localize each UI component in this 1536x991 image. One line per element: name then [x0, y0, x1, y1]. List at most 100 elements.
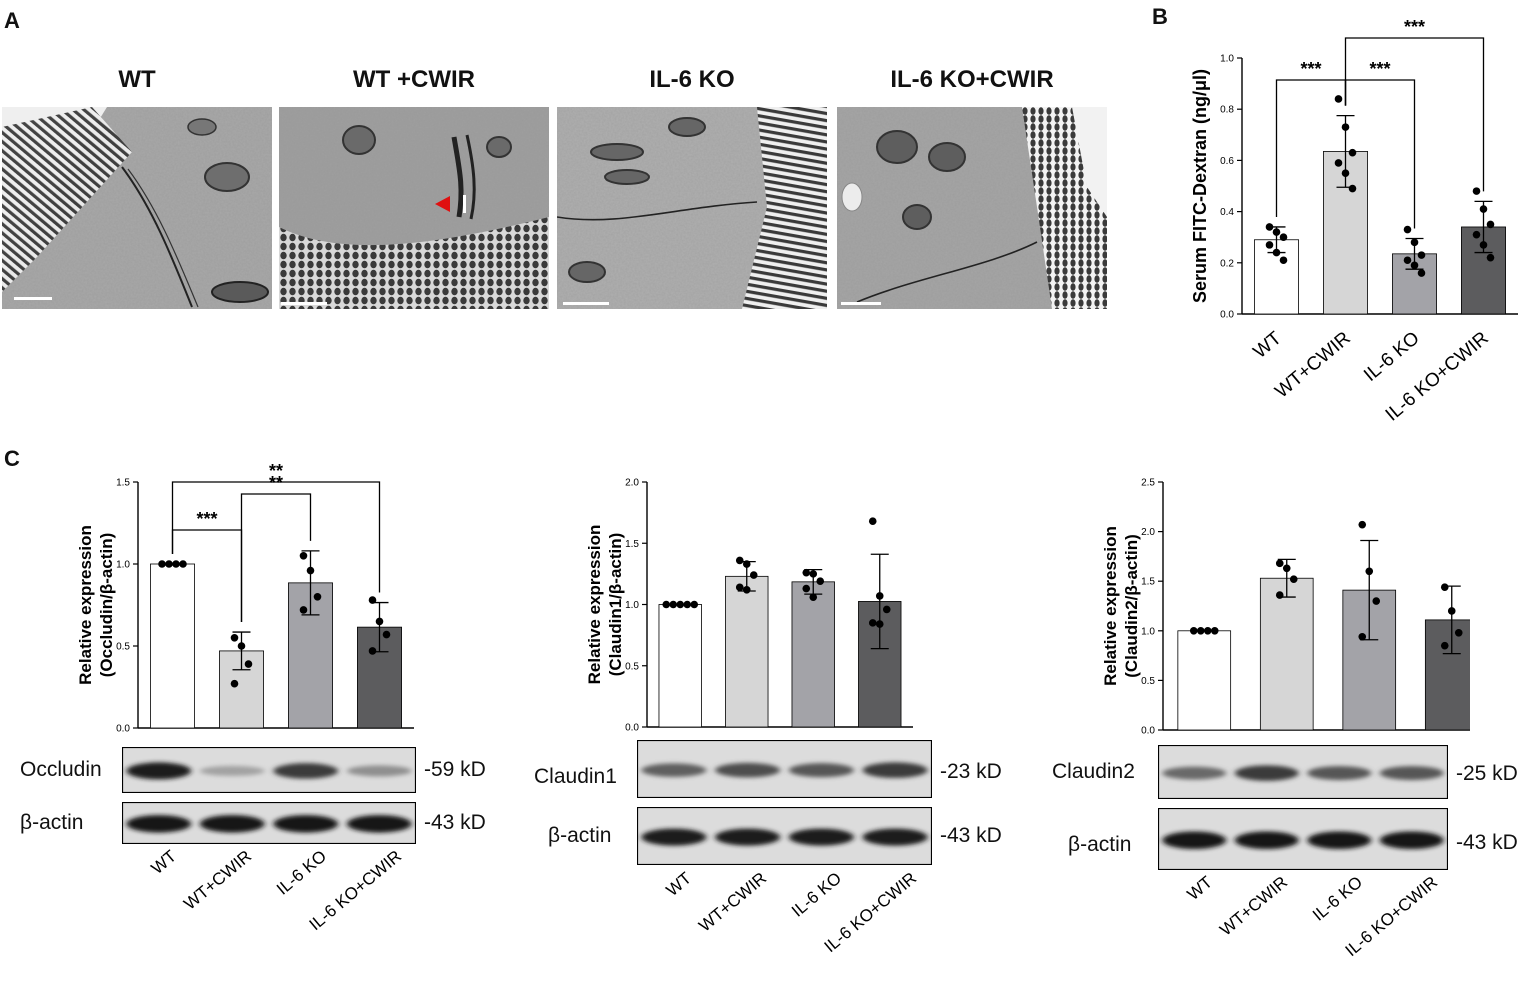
data-point — [230, 679, 239, 688]
y-tick-label: 0.6 — [1220, 156, 1234, 167]
data-point — [1403, 256, 1412, 265]
y-tick-label: 1.0 — [1141, 626, 1155, 637]
data-point — [735, 556, 744, 565]
x-tick-label: WT — [1250, 327, 1286, 362]
y-tick-label: 1.5 — [1141, 577, 1155, 588]
data-point — [1417, 269, 1426, 277]
bar — [725, 575, 769, 728]
y-tick-label: 2.0 — [625, 478, 639, 489]
data-point — [1196, 627, 1205, 635]
data-point — [244, 660, 253, 668]
x-tick-label: WT+CWIR — [1216, 873, 1291, 940]
data-point — [1365, 567, 1374, 576]
data-point — [165, 560, 173, 568]
y-tick-label: 0.8 — [1220, 105, 1234, 116]
data-point — [1410, 261, 1419, 270]
y-tick-label: 0.0 — [1220, 310, 1234, 321]
data-point — [875, 620, 884, 628]
blot-kd-beta-actin-3: -43 kD — [1456, 831, 1518, 854]
data-point — [306, 566, 315, 575]
chart-occludin: 0.0 0.5 1.0 1.5 Relative expression (Occludin… — [76, 461, 414, 735]
y-axis-title: Serum FITC-Dextran (ng/μl) — [1190, 69, 1210, 303]
data-point — [1334, 159, 1343, 167]
y-tick-label: 1.0 — [625, 600, 639, 611]
em-title-il6ko-cwir: IL-6 KO+CWIR — [890, 66, 1054, 93]
data-point — [1348, 148, 1357, 157]
blot-band — [199, 815, 265, 833]
x-tick-label: IL-6 KO — [1309, 873, 1366, 925]
data-point — [158, 560, 166, 568]
y-tick-label: 2.5 — [1141, 478, 1155, 489]
blot-band — [788, 828, 854, 846]
significance-label: ** — [269, 461, 283, 481]
data-point — [683, 600, 692, 609]
bar — [150, 563, 195, 729]
panel-c-letter: C — [4, 446, 20, 471]
significance-label: *** — [196, 509, 217, 529]
em-image-il6ko — [557, 107, 827, 309]
significance-bracket — [240, 493, 312, 623]
em-title-il6ko: IL-6 KO — [649, 66, 735, 93]
data-point — [299, 552, 308, 560]
bar — [1177, 630, 1232, 731]
blot-band — [273, 763, 339, 779]
em-image-wt-cwir — [279, 107, 549, 309]
data-point — [1272, 248, 1281, 257]
data-point — [1486, 220, 1495, 229]
data-point — [172, 560, 180, 568]
chart-claudin1: 0.0 0.5 1.0 1.5 2.0 Relative expression (Claud… — [585, 478, 913, 734]
data-point — [382, 630, 391, 639]
blot-band — [199, 765, 265, 776]
significance-label: ** — [269, 473, 283, 493]
data-point — [1403, 225, 1412, 234]
blot-band — [862, 762, 928, 778]
y-axis-title: Relative expression (Occludin/β-actin) — [76, 525, 116, 685]
blot-band — [346, 765, 412, 777]
data-point — [1479, 205, 1488, 213]
x-tick-label: IL-6 KO — [1360, 328, 1424, 386]
data-point — [1341, 123, 1350, 131]
data-point — [1410, 238, 1419, 247]
blot-claudin1 — [637, 740, 932, 798]
bar — [791, 581, 835, 728]
data-point — [1265, 241, 1274, 249]
y-axis-title: Relative expression (Claudin1/β-actin) — [585, 525, 625, 685]
data-point — [1358, 632, 1367, 641]
data-point — [749, 571, 758, 579]
data-point — [1472, 187, 1481, 195]
blot-band — [1379, 766, 1444, 781]
x-tick-label: WT — [1184, 873, 1216, 905]
y-axis-title: Relative expression (Claudin2/β-actin) — [1101, 526, 1141, 686]
em-image-wt — [2, 107, 272, 309]
y-tick-label: 1.5 — [625, 539, 639, 550]
data-point — [368, 596, 377, 604]
data-point — [368, 647, 377, 655]
data-point — [313, 593, 322, 601]
data-point — [816, 577, 825, 586]
data-point — [1447, 607, 1456, 615]
data-point — [1189, 627, 1198, 635]
y-tick-label: 0.0 — [625, 723, 639, 734]
blot-claudin2 — [1158, 745, 1448, 799]
data-point — [802, 568, 811, 577]
data-point — [1440, 583, 1449, 591]
blot-beta-actin-2 — [637, 807, 932, 865]
data-point — [1334, 95, 1343, 103]
data-point — [742, 560, 751, 568]
x-tick-label: WT — [663, 869, 695, 901]
data-point — [179, 560, 187, 568]
y-tick-label: 0.2 — [1220, 258, 1234, 269]
y-tick-label: 1.5 — [116, 478, 130, 489]
y-tick-label: 2.0 — [1141, 527, 1155, 538]
data-point — [1454, 628, 1463, 637]
blot-label-claudin2: Claudin2 — [1052, 760, 1135, 783]
blot-band — [1234, 831, 1299, 849]
data-point — [669, 600, 678, 609]
blot-band — [1162, 766, 1227, 780]
data-point — [230, 634, 239, 642]
bar — [1424, 619, 1470, 731]
blot-beta-actin-3 — [1158, 808, 1448, 870]
data-point — [1289, 575, 1298, 584]
bar — [1259, 577, 1314, 731]
